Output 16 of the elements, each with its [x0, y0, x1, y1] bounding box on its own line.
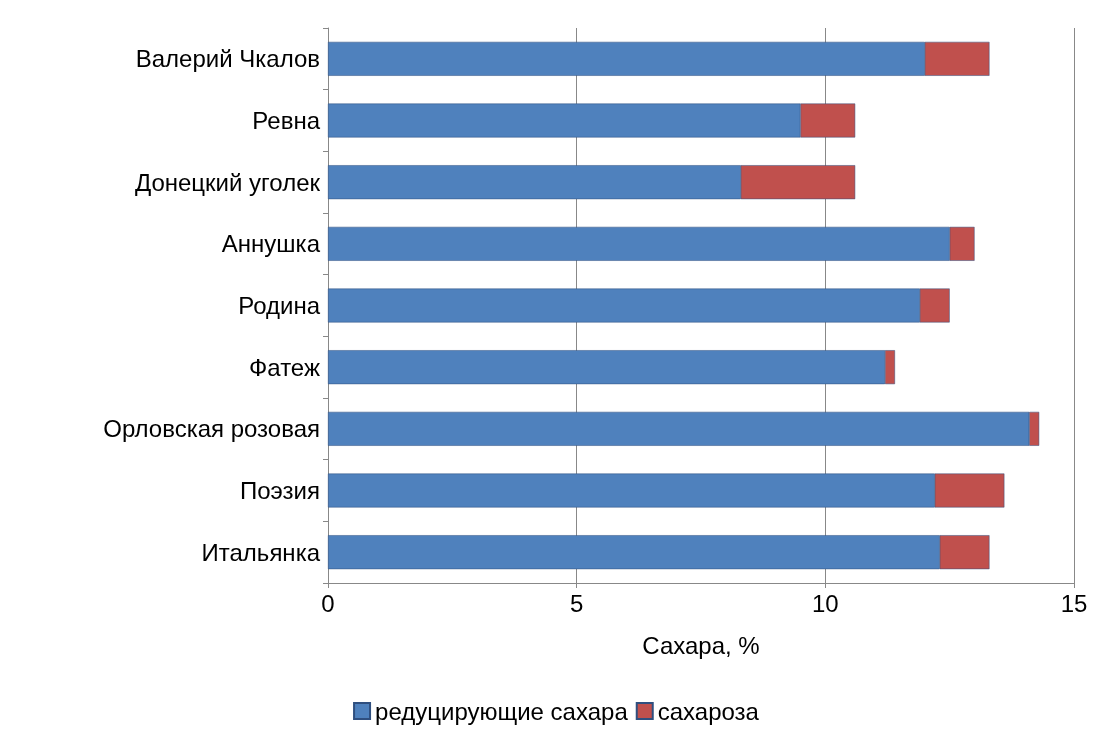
x-tick-label: 0 [321, 589, 335, 617]
y-tick-label: Донецкий уголек [134, 168, 321, 196]
y-tick-label: Ревна [252, 107, 321, 134]
y-tick-label: Валерий Чкалов [135, 45, 320, 73]
x-axis-title: Сахара, % [642, 631, 760, 659]
y-tick-label: Орловская розовая [103, 415, 320, 443]
x-tick-label: 10 [811, 589, 839, 617]
y-tick-label: Аннушка [221, 230, 321, 258]
y-tick-label: Итальянка [201, 538, 321, 566]
y-tick-label: Поэзия [240, 477, 320, 504]
x-tick-label: 15 [1060, 589, 1088, 617]
legend-label: сахароза [657, 697, 760, 725]
legend-label: редуцирующие сахара [375, 697, 629, 725]
y-tick-label: Родина [238, 292, 321, 319]
x-tick-label: 5 [569, 589, 584, 617]
y-tick-label: Фатеж [249, 353, 320, 381]
